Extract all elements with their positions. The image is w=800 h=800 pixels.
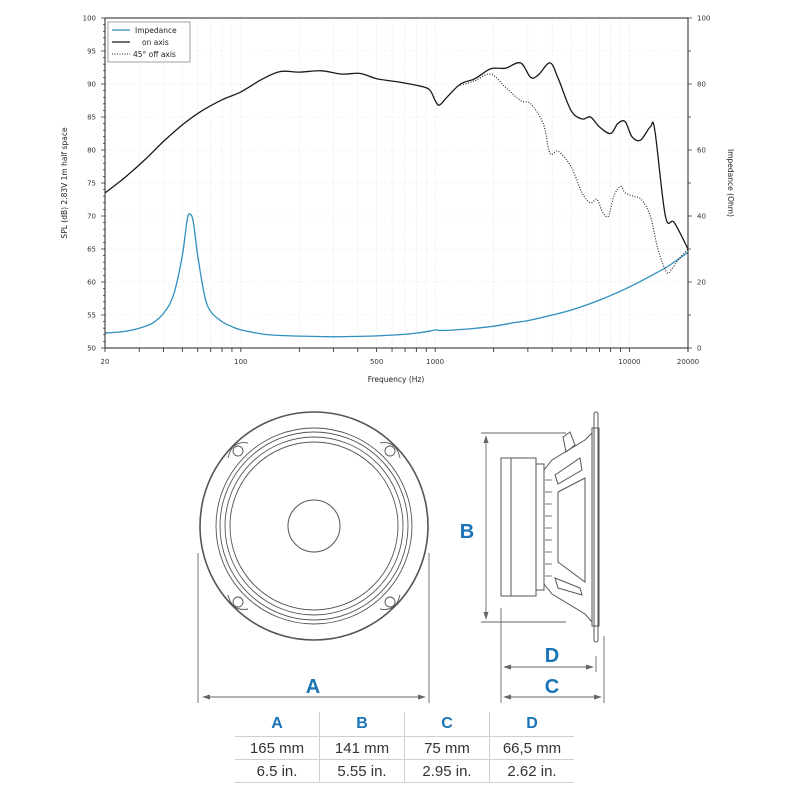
y-tick-label: 95 — [87, 48, 96, 56]
x-tick-label: 20 — [101, 358, 110, 366]
mounting-tab — [379, 594, 401, 610]
front-flange — [591, 427, 600, 627]
y2-tick-label: 40 — [697, 213, 706, 221]
chart-axes: 20 100 500 1000 10000 20000505560657075808590… — [83, 15, 711, 367]
x-tick-label: 20000 — [677, 358, 699, 366]
y2-tick-label: 80 — [697, 81, 706, 89]
dimension-b — [481, 432, 566, 623]
y-tick-label: 90 — [87, 81, 96, 89]
table-row-mm: 165 mm 141 mm 75 mm 66,5 mm — [235, 736, 574, 760]
y2-tick-label: 20 — [697, 279, 706, 287]
magnet-back-plate — [500, 457, 512, 597]
speaker-side-view — [500, 411, 600, 643]
frequency-response-chart: 20 100 500 1000 10000 20000505560657075808590… — [60, 15, 735, 385]
x-tick-label: 10000 — [618, 358, 640, 366]
x-tick-label: 100 — [234, 358, 247, 366]
y-tick-label: 50 — [87, 345, 96, 353]
cell-d-in: 2.62 in. — [489, 759, 574, 783]
y-tick-label: 60 — [87, 279, 96, 287]
cell-a-mm: 165 mm — [235, 736, 320, 760]
y-tick-label: 55 — [87, 312, 96, 320]
dimensions-header-row: A B C D — [235, 712, 574, 737]
mounting-hole — [384, 596, 396, 608]
arrow-right — [586, 664, 594, 670]
mounting-tab — [227, 442, 249, 459]
chart-grid — [104, 17, 689, 349]
mounting-holes — [227, 442, 401, 610]
y2-tick-label: 100 — [697, 15, 710, 23]
terminal — [562, 431, 576, 453]
speaker-front-view — [199, 411, 429, 641]
dimensions-table: A B C D 165 mm 141 mm 75 mm 66,5 mm 6.5 … — [235, 712, 574, 783]
legend-label-on-axis: on axis — [142, 38, 169, 47]
y2-axis-title: Impedance (Ohm) — [726, 149, 735, 217]
cell-c-mm: 75 mm — [404, 736, 490, 760]
dimension-label-d: D — [545, 645, 559, 667]
dimension-c-d — [500, 608, 605, 703]
header-b: B — [319, 712, 405, 737]
basket-window — [554, 457, 583, 485]
arrow-left — [202, 694, 210, 700]
legend: Impedance on axis 45° off axis — [107, 21, 191, 63]
speaker-dust-cap — [287, 499, 341, 553]
y-tick-label: 100 — [83, 15, 96, 23]
speaker-surround-outer — [215, 427, 413, 625]
dimension-label-a: A — [306, 676, 320, 698]
magnet — [510, 457, 537, 597]
basket-window-large — [557, 477, 586, 583]
arrow-left — [503, 694, 511, 700]
y-tick-label: 70 — [87, 213, 96, 221]
mounting-hole — [232, 445, 244, 457]
legend-label-impedance: Impedance — [135, 26, 177, 35]
mounting-hole — [232, 596, 244, 608]
y-axis-title: SPL (dB) 2.83V 1m half space — [60, 127, 69, 239]
mounting-hole — [384, 445, 396, 457]
legend-label-off-axis: 45° off axis — [133, 50, 176, 59]
arrow-right — [418, 694, 426, 700]
x-axis-title: Frequency (Hz) — [368, 375, 425, 384]
magnet-front-plate — [535, 463, 545, 591]
chart-series — [104, 61, 689, 338]
arrow-down — [483, 612, 489, 620]
cell-a-in: 6.5 in. — [235, 759, 320, 783]
table-row-inches: 6.5 in. 5.55 in. 2.95 in. 2.62 in. — [235, 759, 574, 783]
speaker-dimension-drawings: A B — [197, 411, 605, 703]
y-tick-label: 65 — [87, 246, 96, 254]
series-line-on-axis — [104, 61, 689, 250]
gasket — [593, 411, 599, 643]
y-tick-label: 80 — [87, 147, 96, 155]
mounting-tab — [379, 442, 401, 459]
header-a: A — [271, 715, 283, 732]
dimension-label-b: B — [460, 521, 474, 543]
dimension-a — [197, 553, 430, 703]
header-d: D — [489, 712, 574, 737]
basket-window — [554, 577, 583, 596]
cell-b-mm: 141 mm — [319, 736, 405, 760]
speaker-surround-ring — [219, 431, 409, 621]
cell-c-in: 2.95 in. — [404, 759, 490, 783]
y-tick-label: 75 — [87, 180, 96, 188]
arrow-left — [503, 664, 511, 670]
speaker-surround-ring — [224, 436, 404, 616]
cell-b-in: 5.55 in. — [319, 759, 405, 783]
speaker-cone-edge — [229, 441, 399, 611]
x-tick-label: 500 — [370, 358, 383, 366]
motor-vents — [545, 479, 552, 577]
dimension-label-c: C — [545, 676, 559, 698]
arrow-up — [483, 435, 489, 443]
y2-tick-label: 0 — [697, 345, 701, 353]
x-tick-label: 1000 — [426, 358, 444, 366]
mounting-tab — [227, 594, 249, 610]
arrow-right — [594, 694, 602, 700]
speaker-frame-outline — [199, 411, 429, 641]
y2-tick-label: 60 — [697, 147, 706, 155]
header-c: C — [404, 712, 490, 737]
series-line-45-off-axis — [460, 73, 689, 274]
series-line-impedance — [104, 213, 689, 338]
y-tick-label: 85 — [87, 114, 96, 122]
cell-d-mm: 66,5 mm — [489, 736, 574, 760]
